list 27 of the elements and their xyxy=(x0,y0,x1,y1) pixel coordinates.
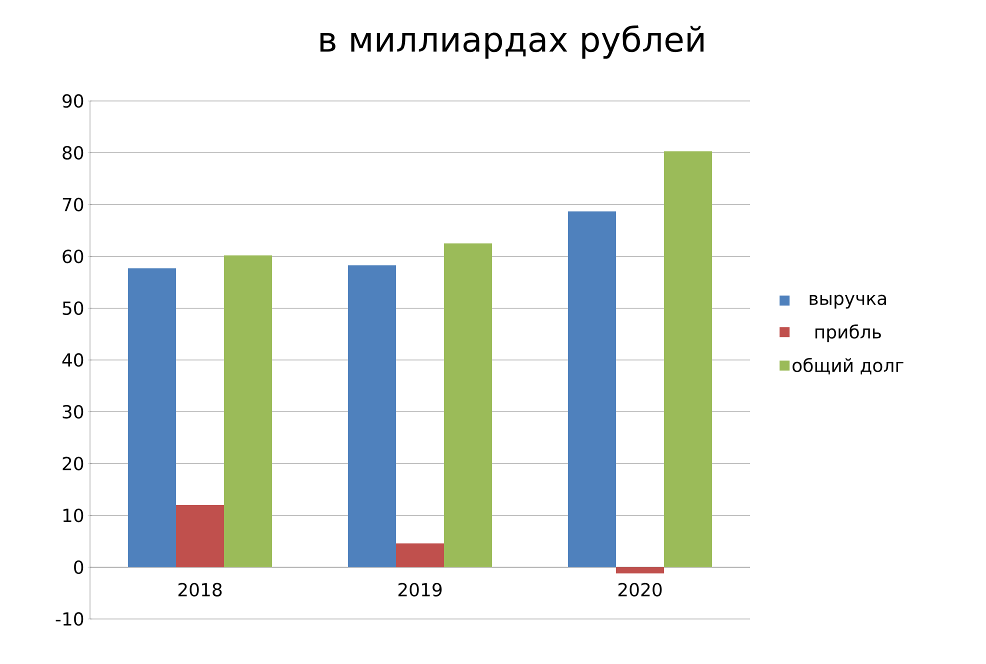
x-tick-label: 2019 xyxy=(398,582,442,596)
y-tick-label: 20 xyxy=(62,456,84,470)
y-tick-label: 80 xyxy=(62,146,84,160)
bar xyxy=(568,211,616,568)
x-tick-label: 2018 xyxy=(178,582,222,596)
bar xyxy=(348,265,396,568)
y-tick-label: 30 xyxy=(62,404,84,419)
y-tick-label: 40 xyxy=(62,353,84,367)
bar xyxy=(224,255,272,568)
x-tick-label: 2020 xyxy=(618,582,662,596)
y-tick-label: -10 xyxy=(56,612,84,626)
y-tick-label: 10 xyxy=(63,508,84,522)
y-tick-label: 70 xyxy=(62,198,84,212)
y-tick-label: 0 xyxy=(74,560,84,574)
y-tick-label: 90 xyxy=(62,94,84,108)
bar xyxy=(396,543,444,568)
legend-label: прибль xyxy=(815,324,881,342)
legend-label: общий долг xyxy=(792,358,904,374)
bar xyxy=(664,151,712,568)
legend-label: выручка xyxy=(810,294,886,309)
bar xyxy=(616,567,664,574)
bar xyxy=(176,505,224,568)
y-tick-label: 60 xyxy=(62,250,84,264)
bar xyxy=(444,243,492,568)
bar xyxy=(128,268,176,568)
y-tick-label: 50 xyxy=(62,301,84,315)
chart-title: в миллиардах рублей xyxy=(320,25,704,59)
